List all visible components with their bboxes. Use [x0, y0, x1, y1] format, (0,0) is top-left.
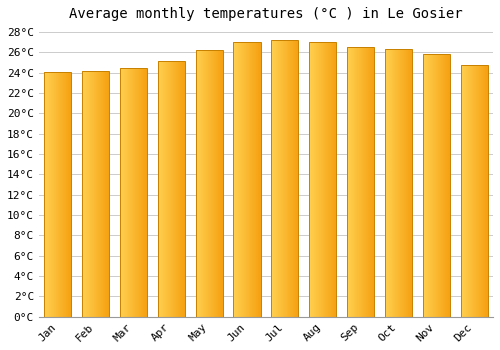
Bar	[82, 71, 109, 317]
Bar	[120, 68, 147, 317]
Title: Average monthly temperatures (°C ) in Le Gosier: Average monthly temperatures (°C ) in Le…	[69, 7, 462, 21]
Bar	[271, 40, 298, 317]
Bar	[460, 65, 488, 317]
Bar	[234, 42, 260, 317]
Bar	[385, 49, 412, 317]
Bar	[158, 61, 185, 317]
Bar	[347, 47, 374, 317]
Bar	[422, 55, 450, 317]
Bar	[44, 72, 72, 317]
Bar	[309, 42, 336, 317]
Bar	[196, 50, 223, 317]
